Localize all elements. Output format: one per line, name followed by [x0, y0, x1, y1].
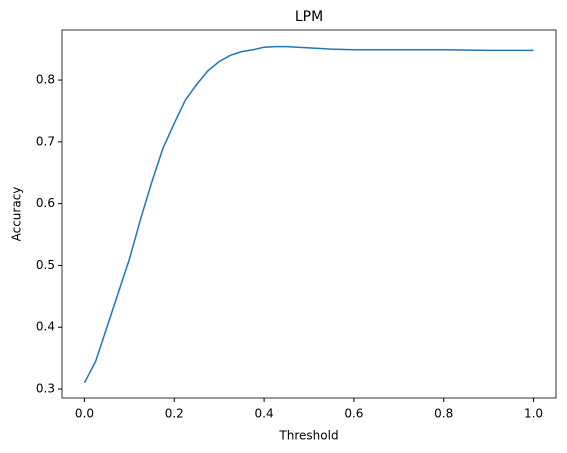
y-tick-label: 0.3 — [36, 382, 55, 396]
y-tick-label: 0.5 — [36, 258, 55, 272]
data-line — [83, 45, 534, 384]
y-tick-label: 0.4 — [36, 320, 55, 334]
x-tick-label: 0.4 — [255, 407, 274, 421]
y-tick-label: 0.8 — [36, 73, 55, 87]
x-tick-label: 0.0 — [75, 407, 94, 421]
y-tick-label: 0.7 — [36, 134, 55, 148]
y-tick-label: 0.6 — [36, 196, 55, 210]
x-tick-label: 0.6 — [344, 407, 363, 421]
x-axis-label: Threshold — [278, 429, 338, 443]
y-axis-label: Accuracy — [10, 187, 24, 242]
x-tick-label: 0.2 — [165, 407, 184, 421]
x-tick-label: 1.0 — [524, 407, 543, 421]
plot-frame — [61, 29, 557, 399]
x-tick-label: 0.8 — [434, 407, 453, 421]
chart-title: LPM — [295, 9, 323, 25]
